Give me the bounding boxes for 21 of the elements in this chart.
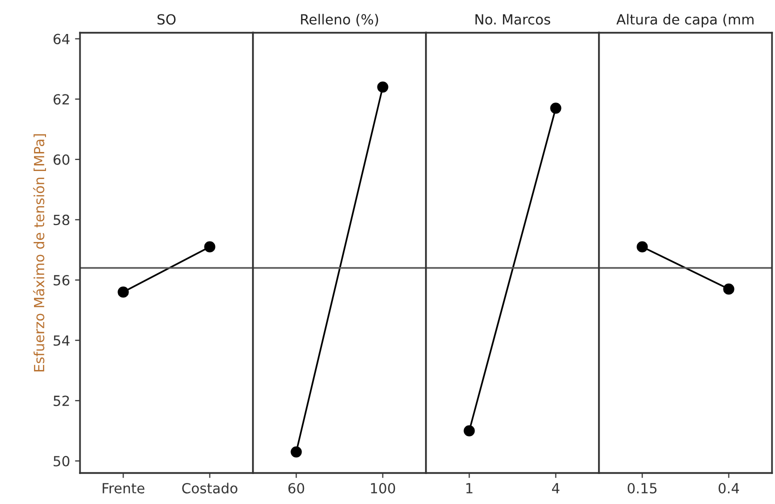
- chart-title: Relleno (%): [301, 14, 378, 26]
- chart-title: SO: [158, 14, 176, 25]
- y-tick-label: 52: [54, 396, 69, 406]
- x-tick-label: 1: [466, 483, 472, 494]
- y-tick-label: 58: [54, 214, 70, 226]
- y-tick-label: 64: [54, 34, 70, 44]
- y-tick-label: 60: [54, 154, 70, 165]
- y-tick-label: 62: [54, 94, 69, 105]
- y-axis-title: Esfuerzo Máximo de tensión [MPa]: [33, 134, 46, 372]
- x-tick-label: 4: [552, 483, 560, 494]
- x-tick-label: 0.4: [718, 482, 740, 494]
- x-tick-label: Costado: [182, 482, 238, 494]
- chart-title: Altura de capa (mm: [616, 14, 754, 28]
- y-tick-label: 56: [54, 274, 70, 286]
- y-tick-label: 54: [54, 335, 70, 346]
- x-tick-label: 100: [371, 482, 396, 494]
- chart-title: No. Marcos: [475, 14, 550, 25]
- x-tick-label: 60: [288, 482, 304, 494]
- x-tick-label: Frente: [102, 483, 144, 494]
- x-tick-label: 0.15: [628, 482, 656, 494]
- y-tick-label: 50: [54, 456, 70, 466]
